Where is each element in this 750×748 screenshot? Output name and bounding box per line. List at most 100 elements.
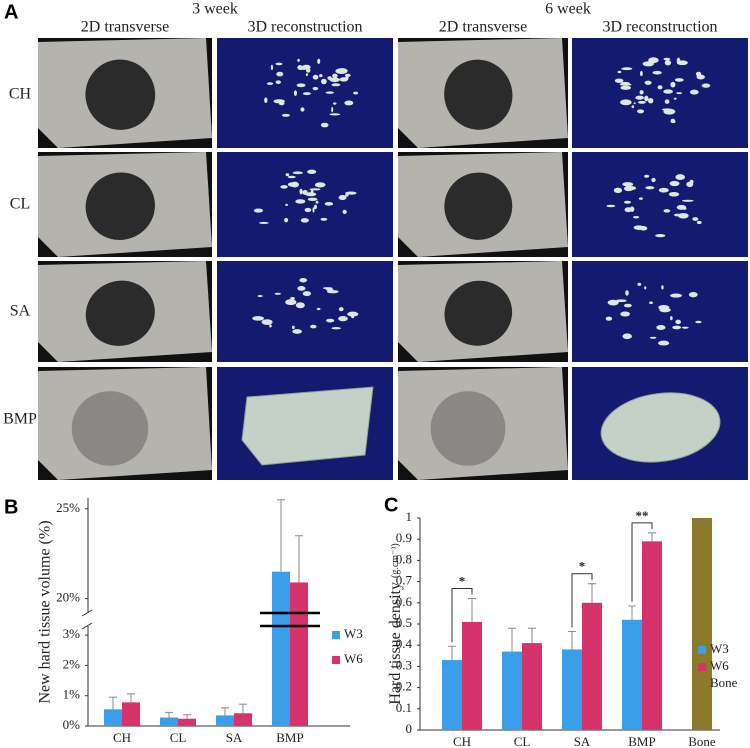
speck: [622, 333, 632, 340]
bar: [234, 713, 252, 726]
speck: [307, 169, 317, 175]
speck: [681, 326, 689, 329]
x-tick-label: CH: [453, 734, 471, 748]
y-tick-label: 0.8: [396, 551, 412, 566]
panel-label: A: [4, 1, 18, 23]
speck: [644, 80, 652, 85]
speck: [672, 325, 682, 330]
legend-label: W6: [344, 651, 363, 666]
column-title: 3D reconstruction: [602, 19, 717, 36]
bar: [462, 621, 482, 730]
speck: [331, 327, 341, 330]
speck: [313, 204, 317, 210]
speck: [339, 77, 349, 82]
speck: [342, 209, 347, 215]
speck: [676, 92, 683, 95]
speck: [689, 179, 694, 184]
speck: [692, 217, 699, 221]
speck: [621, 67, 633, 71]
speck: [264, 97, 268, 104]
speck: [327, 76, 332, 80]
speck: [623, 185, 634, 192]
speck: [644, 286, 647, 290]
speck: [701, 83, 711, 88]
speck: [299, 277, 308, 283]
speck: [623, 200, 631, 204]
speck: [274, 292, 281, 295]
speck: [324, 202, 334, 206]
speck: [300, 107, 305, 112]
speck: [295, 199, 306, 204]
speck: [663, 57, 671, 61]
speck: [663, 209, 671, 213]
speck: [326, 290, 339, 294]
significance-label: *: [459, 574, 466, 589]
speck: [659, 307, 671, 313]
speck: [620, 99, 632, 106]
recon-image: [572, 152, 748, 257]
y-tick-label: 20%: [56, 590, 80, 605]
y-axis-label: New hard tissue volume (%): [37, 520, 54, 703]
speck: [637, 282, 642, 286]
speck: [305, 192, 317, 197]
speck: [307, 197, 318, 201]
speck: [353, 91, 359, 95]
speck: [674, 78, 684, 82]
bone-graft: [600, 392, 721, 463]
group-title: 6 week: [545, 1, 591, 18]
speck: [651, 177, 656, 183]
speck: [613, 187, 623, 194]
defect: [71, 391, 149, 466]
speck: [285, 173, 290, 177]
defect: [444, 280, 513, 346]
speck: [614, 78, 624, 83]
axis-break: [81, 622, 93, 630]
speck: [305, 73, 308, 77]
speck: [275, 62, 283, 66]
column-title: 3D reconstruction: [247, 19, 362, 36]
axis-break: [81, 609, 93, 617]
speck: [344, 73, 351, 78]
speck: [270, 64, 274, 71]
speck: [657, 85, 663, 90]
bar: [104, 709, 122, 726]
row-label: CH: [9, 86, 32, 103]
speck: [338, 315, 348, 322]
speck: [663, 89, 673, 94]
speck: [315, 200, 319, 204]
legend-swatch: [332, 631, 340, 639]
speck: [637, 109, 645, 114]
speck: [670, 81, 676, 88]
speck: [605, 316, 613, 321]
row-label: SA: [10, 303, 31, 320]
y-tick-label: 0.7: [396, 573, 413, 588]
speck: [320, 122, 329, 128]
defect: [85, 59, 156, 130]
speck: [253, 208, 264, 213]
legend-label: W3: [344, 626, 363, 641]
x-tick-label: BMP: [276, 730, 303, 745]
significance-label: **: [636, 508, 649, 523]
speck: [689, 89, 699, 95]
speck: [678, 212, 689, 219]
speck: [345, 191, 357, 195]
legend-swatch: [332, 656, 340, 664]
speck: [257, 294, 263, 298]
defect: [85, 280, 155, 346]
speck: [658, 187, 669, 193]
speck: [644, 95, 649, 102]
speck: [305, 67, 311, 73]
panel-label: C: [384, 494, 398, 516]
speck: [606, 204, 616, 208]
speck: [645, 186, 655, 190]
recon-image: [572, 38, 748, 148]
speck: [297, 286, 306, 291]
y-tick-label: 1: [406, 509, 413, 524]
column-title: 2D transverse: [439, 19, 527, 36]
speck: [620, 311, 631, 317]
x-tick-label: CL: [170, 730, 187, 745]
speck: [607, 299, 619, 306]
row-label: CL: [10, 196, 30, 213]
legend-label: Bone: [710, 675, 738, 690]
